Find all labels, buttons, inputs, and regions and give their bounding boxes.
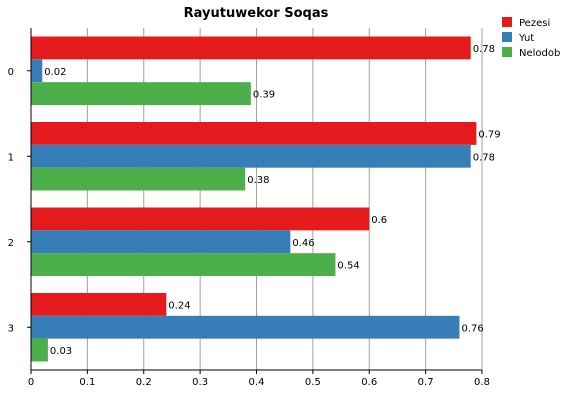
- data-label: 0.76: [461, 323, 483, 334]
- data-label: 0.78: [473, 44, 495, 55]
- x-tick-label: 0.2: [136, 377, 152, 388]
- y-tick-label: 1: [8, 152, 14, 163]
- data-label: 0.38: [247, 175, 269, 186]
- x-tick-label: 0.3: [192, 377, 208, 388]
- bar: [31, 167, 246, 191]
- bar: [31, 253, 336, 276]
- chart-title: Rayutuwekor Soqas: [184, 6, 329, 21]
- data-label: 0.46: [292, 238, 314, 249]
- legend-label: Pezesi: [519, 18, 550, 29]
- bar: [31, 207, 370, 231]
- bar: [31, 82, 251, 105]
- axes: 0 0.1 0.2 0.3 0.4 0.5 0.6 0.7 0.8 0 1 2 3: [8, 28, 490, 388]
- bar: [31, 59, 43, 83]
- data-label: 0.79: [478, 129, 500, 140]
- legend: Pezesi Yut Nelodob: [502, 17, 560, 59]
- bars: 0.78 0.02 0.39 0.79 0.78 0.38 0.6 0.46 0.54 0.24 0…: [31, 36, 501, 362]
- bar: [31, 36, 471, 60]
- data-label: 0.02: [44, 67, 66, 78]
- y-tick-label: 2: [8, 238, 14, 249]
- y-tick-label: 3: [8, 323, 14, 334]
- y-tick-label: 0: [8, 67, 14, 78]
- legend-swatch: [502, 47, 512, 57]
- bar: [31, 315, 460, 339]
- bar: [31, 122, 477, 145]
- x-tick-label: 0.8: [474, 377, 490, 388]
- data-label: 0.39: [253, 90, 275, 101]
- legend-label: Nelodob: [519, 48, 560, 59]
- data-label: 0.03: [50, 346, 72, 357]
- data-label: 0.78: [473, 152, 495, 163]
- bar: [31, 293, 167, 316]
- data-label: 0.54: [337, 261, 359, 272]
- x-tick-label: 0.6: [361, 377, 377, 388]
- legend-label: Yut: [518, 33, 534, 44]
- bar: [31, 144, 471, 168]
- data-label: 0.6: [371, 215, 387, 226]
- bar: [31, 338, 48, 362]
- x-tick-label: 0.5: [305, 377, 321, 388]
- legend-swatch: [502, 32, 512, 42]
- legend-swatch: [502, 17, 512, 27]
- x-tick-label: 0.4: [249, 377, 265, 388]
- x-tick-label: 0: [28, 377, 34, 388]
- x-tick-label: 0.7: [418, 377, 434, 388]
- data-label: 0.24: [168, 300, 190, 311]
- bar: [31, 230, 291, 254]
- x-tick-label: 0.1: [79, 377, 95, 388]
